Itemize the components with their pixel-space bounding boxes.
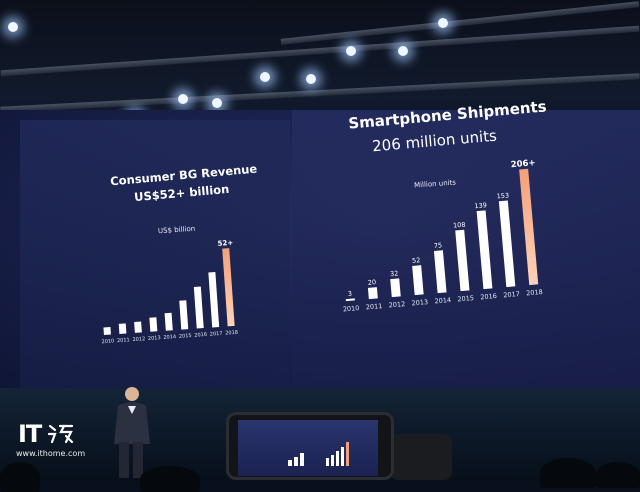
right-slide-panel xyxy=(292,110,640,390)
audience-head xyxy=(540,458,596,488)
right-value-label: 153 xyxy=(496,191,509,200)
left-bar xyxy=(149,317,158,332)
left-year-label: 2018 xyxy=(225,330,238,337)
phone-screen xyxy=(238,420,378,476)
phone-screen-chart xyxy=(288,442,349,466)
stage-light xyxy=(178,94,188,104)
stage-light xyxy=(398,46,408,56)
watermark-logo: IT xyxy=(18,420,42,448)
right-year-label: 2014 xyxy=(434,296,451,305)
watermark-url: www.ithome.com xyxy=(16,449,86,458)
audience-head xyxy=(0,462,40,492)
right-value-label: 206+ xyxy=(510,158,536,170)
left-year-label: 2012 xyxy=(132,336,145,343)
right-bar xyxy=(519,168,539,286)
stage-light xyxy=(212,98,222,108)
right-value-label: 108 xyxy=(453,221,466,230)
left-bar xyxy=(193,286,204,329)
left-bar xyxy=(164,312,173,331)
watermark-glyph xyxy=(47,424,74,444)
audience-head xyxy=(140,466,200,492)
left-bar xyxy=(134,321,142,333)
right-year-label: 2012 xyxy=(388,300,405,309)
right-year-label: 2013 xyxy=(411,298,428,307)
right-year-label: 2010 xyxy=(343,304,360,313)
right-value-label: 75 xyxy=(434,241,443,250)
left-year-label: 2010 xyxy=(101,338,114,345)
stage-light xyxy=(8,22,18,32)
right-year-label: 2016 xyxy=(480,292,497,301)
right-bar xyxy=(412,265,424,296)
right-year-label: 2015 xyxy=(457,294,474,303)
right-year-label: 2017 xyxy=(503,290,520,299)
left-year-label: 2015 xyxy=(179,333,192,340)
left-year-label: 2016 xyxy=(194,332,207,339)
right-value-label: 3 xyxy=(347,290,352,298)
right-year-label: 2011 xyxy=(365,302,382,311)
audience-head xyxy=(596,462,640,488)
right-value-label: 52 xyxy=(412,256,421,265)
left-year-label: 2014 xyxy=(163,334,176,341)
gimbal-grip xyxy=(390,434,452,480)
right-bar xyxy=(455,229,470,292)
right-bar xyxy=(433,250,447,294)
left-bar xyxy=(222,248,235,327)
stage-light xyxy=(346,46,356,56)
right-value-label: 139 xyxy=(474,201,487,210)
left-bar xyxy=(118,323,127,334)
left-year-label: 2017 xyxy=(210,331,223,338)
left-bar xyxy=(179,300,189,330)
left-value-label: 52+ xyxy=(217,239,233,248)
left-chart: 2010 2011 2012 2013 2014 2015 2016 2017 2018 52+ xyxy=(101,239,238,345)
right-bar xyxy=(476,210,493,290)
stage-light xyxy=(438,18,448,28)
right-value-label: 32 xyxy=(390,269,399,278)
presenter xyxy=(114,387,150,478)
right-bar xyxy=(345,298,355,302)
left-slide-panel xyxy=(20,120,290,390)
right-bar xyxy=(498,200,516,288)
stage-light xyxy=(306,74,316,84)
right-chart: 2010 3 2011 20 2012 32 2013 52 2014 75 2015 108 2016… xyxy=(343,158,543,313)
right-value-label: 20 xyxy=(367,278,376,287)
left-bar xyxy=(208,272,220,328)
left-bar xyxy=(103,327,111,336)
right-year-label: 2018 xyxy=(526,288,543,297)
right-bar xyxy=(390,278,401,298)
left-year-label: 2013 xyxy=(148,335,161,342)
right-bar xyxy=(367,287,378,300)
left-year-label: 2011 xyxy=(117,337,130,344)
stage-light xyxy=(260,72,270,82)
